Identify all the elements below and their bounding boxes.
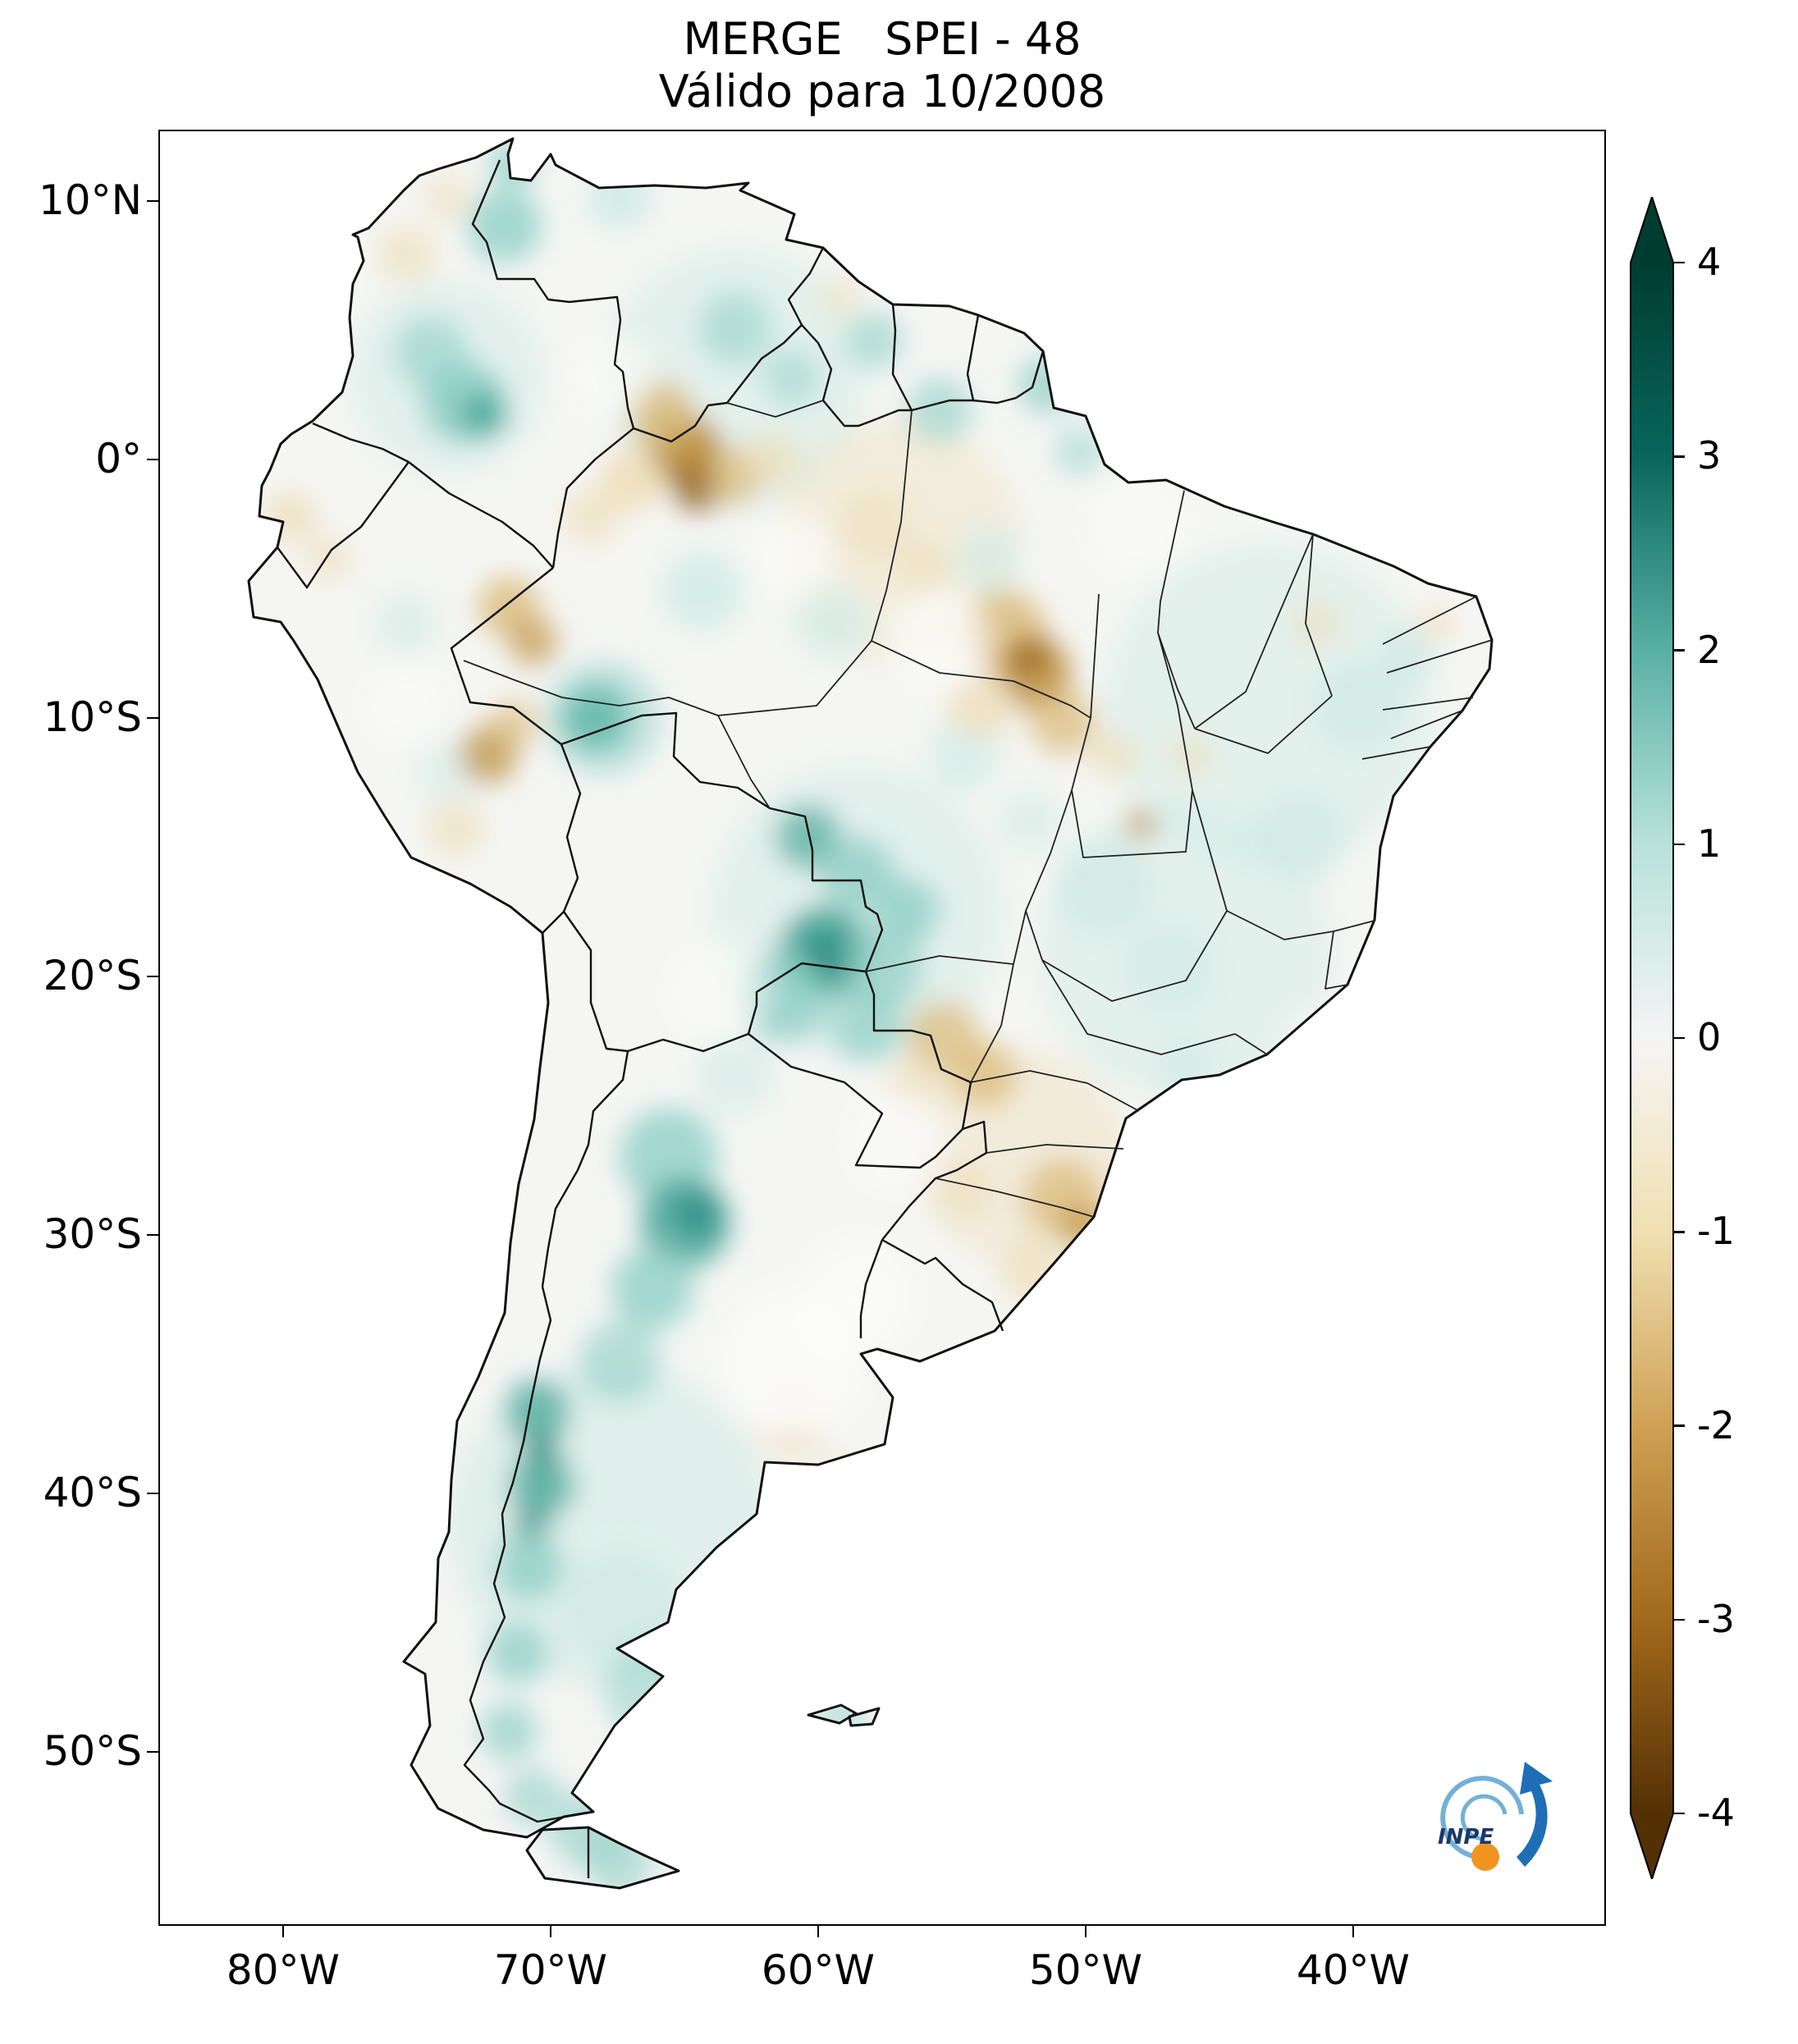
y-axis-tick-mark (147, 1750, 158, 1754)
inpe-logo: INPE (1438, 1762, 1553, 1871)
y-axis-tick-label: 30°S (43, 1210, 142, 1259)
x-axis-tick-label: 70°W (493, 1946, 607, 1994)
y-axis-tick-mark (147, 1492, 158, 1495)
colorbar-tick-label: -2 (1697, 1402, 1735, 1447)
colorbar (1630, 197, 1674, 1879)
inpe-swirl-icon (1440, 1776, 1524, 1859)
colorbar-tick-mark (1673, 261, 1685, 264)
y-axis-tick-label: 40°S (43, 1469, 142, 1517)
colorbar-tick-mark (1673, 455, 1685, 458)
y-axis-tick-label: 10°S (43, 693, 142, 742)
y-axis-tick-mark (147, 199, 158, 203)
colorbar-tick-mark (1673, 1618, 1685, 1621)
colorbar-tick-label: -4 (1697, 1790, 1735, 1835)
x-axis-tick-mark (549, 1926, 552, 1937)
x-axis-tick-label: 50°W (1028, 1946, 1142, 1994)
colorbar-tick-mark (1673, 649, 1685, 652)
x-axis-tick-mark (817, 1926, 820, 1937)
south-america-map: INPE (247, 137, 1553, 1890)
figure-subtitle: Válido para 10/2008 (658, 66, 1106, 117)
y-axis-tick-mark (147, 975, 158, 978)
inpe-arrow-icon (1517, 1762, 1553, 1867)
colorbar-tick-label: -1 (1697, 1209, 1735, 1254)
x-axis-tick-label: 60°W (761, 1946, 875, 1994)
colorbar-tick-mark (1673, 1231, 1685, 1233)
spei-raster (249, 139, 1492, 1888)
colorbar-bar (1630, 197, 1674, 1879)
colorbar-tick-label: 2 (1697, 627, 1722, 672)
colorbar-tick-label: -3 (1697, 1596, 1735, 1641)
colorbar-tick-label: 0 (1697, 1015, 1722, 1059)
figure-title: MERGE SPEI - 48 (683, 13, 1082, 65)
inpe-orange-dot (1471, 1843, 1499, 1871)
colorbar-tick-mark (1673, 1424, 1685, 1427)
inpe-logo-text: INPE (1438, 1825, 1494, 1850)
country-borders (277, 159, 1045, 1878)
colorbar-tick-mark (1673, 1812, 1685, 1815)
y-axis-tick-label: 0° (95, 435, 142, 483)
y-axis-tick-label: 50°S (43, 1727, 142, 1776)
colorbar-tick-label: 1 (1697, 821, 1722, 866)
colorbar-tick-mark (1673, 843, 1685, 845)
x-axis-tick-mark (1352, 1926, 1355, 1937)
y-axis-tick-label: 20°S (43, 952, 142, 1000)
y-axis-tick-label: 10°N (38, 176, 142, 225)
colorbar-tick-mark (1673, 1036, 1685, 1040)
x-axis-tick-label: 80°W (226, 1946, 340, 1994)
inpe-swirl-inner-icon (1460, 1794, 1507, 1841)
colorbar-tick-label: 3 (1697, 433, 1722, 478)
south-america-outline (247, 137, 1494, 1890)
y-axis-tick-mark (147, 458, 158, 461)
y-axis-tick-mark (147, 1233, 158, 1237)
x-axis-tick-mark (1084, 1926, 1087, 1937)
y-axis-tick-mark (147, 716, 158, 720)
colorbar-tick-label: 4 (1697, 240, 1722, 284)
x-axis-tick-label: 40°W (1296, 1946, 1410, 1994)
state-borders (463, 400, 1493, 1218)
x-axis-tick-mark (281, 1926, 285, 1937)
